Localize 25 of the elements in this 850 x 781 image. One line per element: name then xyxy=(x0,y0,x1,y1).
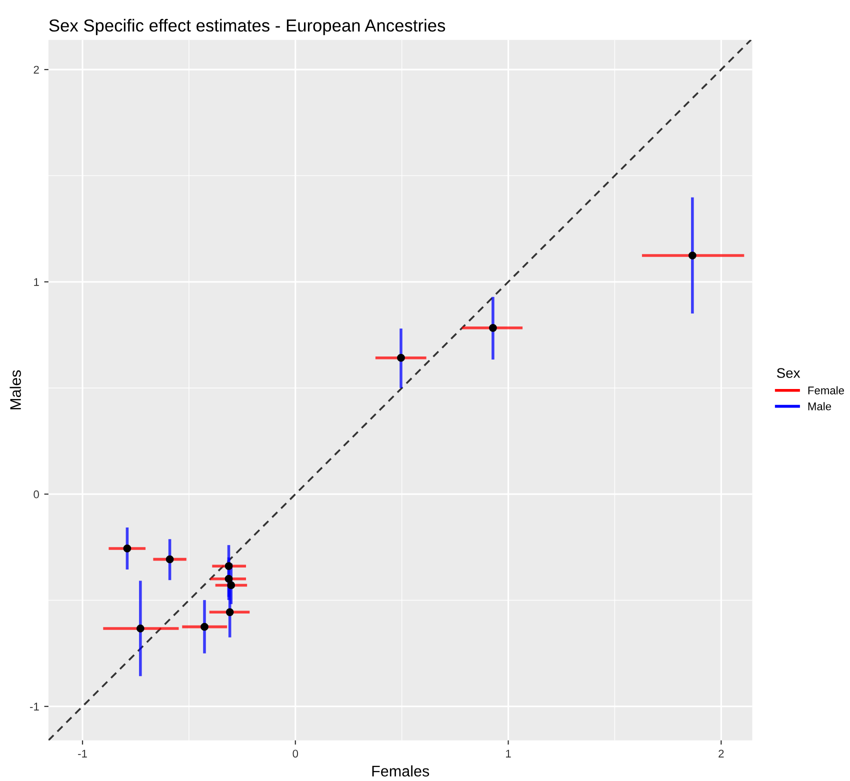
x-tick-label: 1 xyxy=(506,750,511,758)
x-tick-label: 2 xyxy=(718,750,724,758)
x-tick-label: 0 xyxy=(292,750,298,758)
point xyxy=(224,562,233,570)
y-tick-label: 1 xyxy=(34,278,39,286)
point xyxy=(688,252,696,260)
y-tick-label: 2 xyxy=(34,66,39,74)
x-tick-label: -1 xyxy=(78,750,87,758)
legend-label: Female xyxy=(808,386,844,394)
point xyxy=(397,354,405,362)
legend-label: Male xyxy=(808,402,832,410)
y-tick-label: -1 xyxy=(30,702,39,710)
point xyxy=(136,624,144,632)
point xyxy=(166,555,174,564)
y-axis-title: Males xyxy=(10,370,21,410)
chart-title: Sex Specific effect estimates - European Ancestries xyxy=(49,18,446,36)
point xyxy=(227,581,236,590)
point xyxy=(489,324,497,332)
point xyxy=(200,622,208,631)
point xyxy=(224,574,233,583)
x-axis-title: Females xyxy=(372,765,430,777)
y-tick-label: 0 xyxy=(34,490,39,498)
point xyxy=(226,608,234,616)
point xyxy=(123,544,132,552)
legend-title: Sex xyxy=(776,368,800,378)
